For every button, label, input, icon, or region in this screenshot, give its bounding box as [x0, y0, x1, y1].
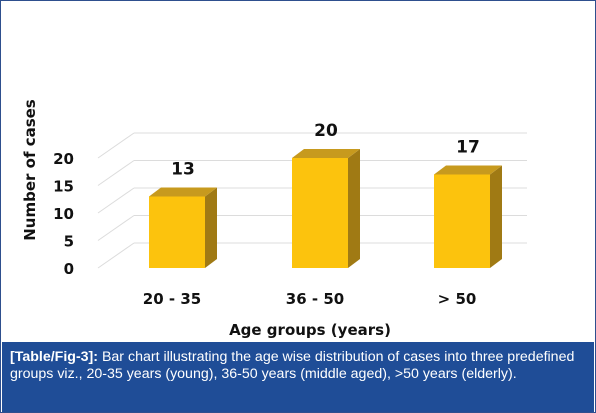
data-label: 20 [314, 121, 338, 141]
figure-caption: [Table/Fig-3]: Bar chart illustrating th… [2, 342, 594, 412]
y-tick-label: 5 [64, 233, 74, 251]
caption-text: Bar chart illustrating the age wise dist… [10, 349, 575, 382]
gridline-depth [97, 242, 135, 269]
bar-side [490, 165, 502, 268]
y-tick-label: 20 [53, 150, 74, 168]
y-tick-label: 0 [64, 260, 74, 278]
data-label: 17 [456, 138, 480, 158]
gridline-depth [97, 132, 135, 159]
x-tick-label: 20 - 35 [143, 290, 201, 308]
bar [149, 196, 205, 268]
bar [292, 158, 348, 268]
x-tick-label: > 50 [438, 290, 477, 308]
chart-svg: 0 5 10 15 20 13 20 - 35 20 36 - 50 17 > 50 Age grou… [21, 99, 527, 339]
data-label: 13 [171, 160, 195, 180]
bar-top [292, 149, 360, 158]
y-tick-label: 10 [53, 205, 74, 223]
bar-top [434, 165, 502, 175]
caption-ref: [Table/Fig-3]: [10, 349, 99, 365]
gridline-depth [97, 215, 135, 241]
y-tick-label: 15 [53, 178, 74, 196]
x-axis-title: Age groups (years) [229, 321, 391, 339]
y-axis-title: Number of cases [21, 99, 39, 241]
bar-side [205, 187, 217, 268]
bar-chart: 0 5 10 15 20 13 20 - 35 20 36 - 50 17 > 50 Age grou… [2, 2, 594, 341]
x-tick-label: 36 - 50 [286, 290, 344, 308]
gridline-depth [97, 187, 135, 214]
bar-side [348, 149, 360, 268]
bar-top [149, 187, 217, 197]
bar [434, 174, 490, 268]
gridline-depth [97, 160, 135, 186]
